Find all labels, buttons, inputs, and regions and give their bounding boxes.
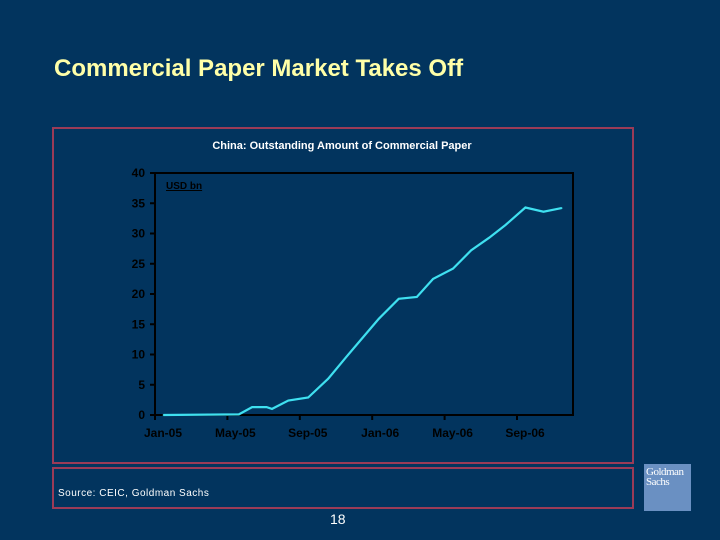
x-tick-label: Jan-05 bbox=[144, 426, 182, 440]
plot-area-border bbox=[154, 172, 574, 416]
data-point bbox=[524, 206, 527, 209]
data-point bbox=[397, 298, 400, 300]
x-tick-label: Sep-06 bbox=[505, 426, 545, 440]
data-point bbox=[162, 414, 165, 416]
y-tick-label: 15 bbox=[132, 317, 146, 331]
y-tick-label: 5 bbox=[138, 378, 145, 392]
source-box bbox=[52, 467, 634, 509]
data-point bbox=[287, 399, 290, 402]
y-unit-label: USD bn bbox=[166, 181, 202, 192]
series-line bbox=[163, 206, 562, 417]
data-point bbox=[345, 356, 348, 358]
chart-frame bbox=[52, 127, 634, 464]
data-point bbox=[470, 249, 472, 252]
goldman-sachs-logo: Goldman Sachs bbox=[644, 464, 691, 511]
x-tick-label: May-06 bbox=[432, 426, 473, 440]
y-tick-label: 30 bbox=[132, 227, 146, 241]
y-tick-label: 20 bbox=[132, 287, 146, 301]
y-tick-label: 25 bbox=[132, 257, 146, 271]
y-tick-label: 10 bbox=[132, 348, 146, 362]
data-point bbox=[504, 224, 507, 226]
data-point bbox=[251, 406, 253, 408]
y-tick-label: 0 bbox=[138, 408, 145, 422]
data-point bbox=[238, 413, 240, 416]
slide-title: Commercial Paper Market Takes Off bbox=[54, 55, 464, 82]
data-point bbox=[327, 377, 329, 380]
data-point bbox=[452, 267, 454, 270]
page-number: 18 bbox=[330, 511, 346, 527]
x-tick-label: Sep-05 bbox=[288, 426, 328, 440]
x-tick-label: May-05 bbox=[215, 426, 256, 440]
data-point bbox=[307, 396, 310, 399]
data-point bbox=[542, 210, 545, 213]
data-point bbox=[271, 408, 273, 410]
source-note: Source: CEIC, Goldman Sachs bbox=[58, 488, 210, 499]
data-point bbox=[416, 296, 418, 298]
x-tick-label: Jan-06 bbox=[361, 426, 399, 440]
data-point bbox=[488, 236, 491, 239]
data-point bbox=[265, 406, 268, 408]
data-point bbox=[560, 207, 563, 209]
data-point bbox=[432, 278, 434, 280]
chart-title: China: Outstanding Amount of Commercial … bbox=[212, 140, 472, 152]
y-tick-label: 40 bbox=[132, 166, 146, 180]
y-tick-label: 35 bbox=[132, 196, 146, 210]
data-point bbox=[378, 318, 380, 320]
data-point bbox=[359, 339, 362, 341]
